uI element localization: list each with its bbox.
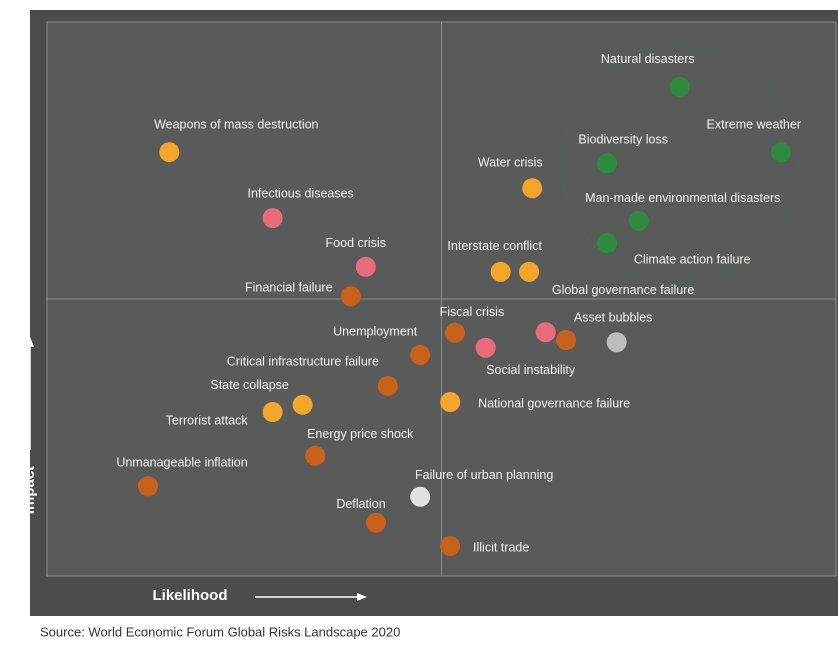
point-label: Terrorist attack bbox=[166, 413, 249, 427]
risk-point bbox=[597, 233, 618, 254]
point-label: Interstate conflict bbox=[447, 239, 542, 253]
point-label: Energy price shock bbox=[307, 427, 414, 441]
point-label: Asset bubbles bbox=[574, 310, 653, 324]
point-label: State collapse bbox=[210, 378, 289, 392]
risk-point bbox=[355, 256, 376, 277]
risk-point bbox=[305, 445, 326, 466]
point-label: Illicit trade bbox=[473, 540, 529, 554]
cluster-outline bbox=[561, 46, 799, 284]
y-arrow-head bbox=[26, 337, 34, 347]
risk-point bbox=[137, 476, 158, 497]
point-label: Infectious diseases bbox=[247, 186, 353, 200]
point-label: Unmanageable inflation bbox=[116, 456, 247, 470]
risk-point bbox=[628, 210, 649, 231]
point-label: Social instability bbox=[486, 363, 576, 377]
risk-point bbox=[366, 512, 387, 533]
risk-point bbox=[292, 394, 313, 415]
y-axis-label: Impact bbox=[21, 466, 38, 514]
source: Source: World Economic Forum Global Risk… bbox=[40, 624, 400, 639]
risk-point bbox=[440, 392, 461, 413]
risk-point bbox=[440, 536, 461, 557]
risk-point bbox=[597, 153, 618, 174]
risk-point bbox=[556, 329, 577, 350]
risk-point bbox=[475, 337, 496, 358]
risk-point bbox=[522, 178, 543, 199]
point-label: Fiscal crisis bbox=[440, 305, 505, 319]
risk-point bbox=[340, 286, 361, 307]
point-label: Financial failure bbox=[245, 281, 333, 295]
point-label: Critical infrastructure failure bbox=[227, 354, 379, 368]
point-label: Food crisis bbox=[326, 236, 386, 250]
point-label: Man-made environmental disasters bbox=[585, 191, 780, 205]
point-label: Weapons of mass destruction bbox=[154, 117, 318, 131]
risk-point bbox=[519, 261, 540, 282]
risk-point bbox=[410, 344, 431, 365]
risk-point bbox=[262, 402, 283, 423]
risk-point bbox=[490, 261, 511, 282]
point-label: Climate action failure bbox=[634, 252, 751, 266]
x-arrow-head bbox=[357, 593, 367, 601]
risk-point bbox=[535, 322, 556, 343]
x-axis-label: Likelihood bbox=[153, 587, 228, 604]
point-label: National governance failure bbox=[478, 396, 630, 410]
risk-point bbox=[377, 375, 398, 396]
risk-point bbox=[770, 142, 791, 163]
risk-point bbox=[159, 142, 180, 163]
point-label: Deflation bbox=[336, 497, 385, 511]
point-label: Unemployment bbox=[333, 324, 418, 338]
point-label: Water crisis bbox=[478, 155, 543, 169]
point-label: Extreme weather bbox=[707, 117, 801, 131]
risk-point bbox=[444, 322, 465, 343]
risk-point bbox=[410, 486, 431, 507]
risk-point bbox=[669, 76, 690, 97]
point-label: Biodiversity loss bbox=[578, 133, 668, 147]
point-label: Failure of urban planning bbox=[415, 468, 553, 482]
point-label: Global governance failure bbox=[552, 283, 694, 297]
risk-point bbox=[262, 208, 283, 229]
point-label: Natural disasters bbox=[601, 52, 695, 66]
risk-point bbox=[606, 332, 627, 353]
